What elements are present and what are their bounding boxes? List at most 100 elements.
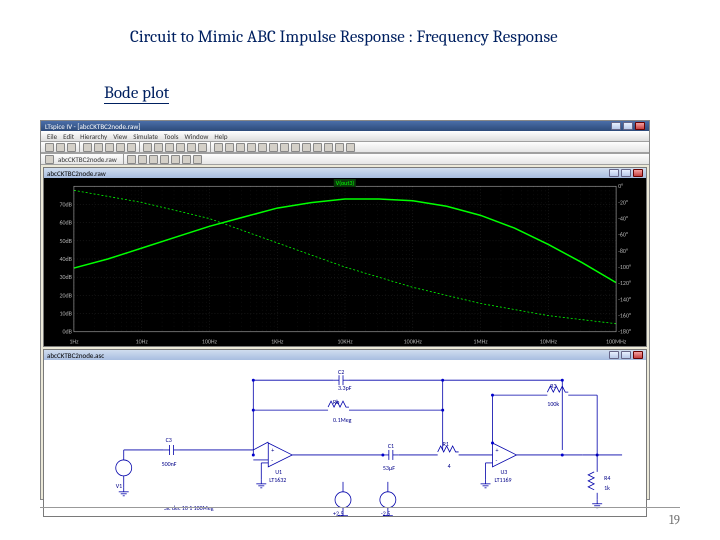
svg-text:0.1Meg: 0.1Meg [333, 416, 352, 424]
toolbar-separator [123, 154, 124, 164]
minimize-icon[interactable] [609, 169, 619, 177]
schematic-canvas[interactable]: C23.3pFRb0.1MegV1C3500nF+-U1LT1632C153µF… [44, 360, 646, 516]
toolbar-icon[interactable] [45, 143, 54, 152]
toolbar-separator [79, 142, 80, 152]
toolbar-icon[interactable] [291, 143, 300, 152]
schematic-title-text: abcCKTBC2node.asc [47, 351, 104, 360]
toolbar-icon[interactable] [105, 143, 114, 152]
toolbar-icon[interactable] [258, 143, 267, 152]
schematic-svg: C23.3pFRb0.1MegV1C3500nF+-U1LT1632C153µF… [44, 360, 646, 516]
close-icon[interactable] [633, 169, 643, 177]
menu-simulate[interactable]: Simulate [133, 132, 158, 141]
svg-text:-140°: -140° [618, 295, 631, 303]
plot-titlebar[interactable]: abcCKTBC2node.raw [44, 168, 646, 178]
menu-edit[interactable]: Edit [63, 132, 74, 141]
slide-title: Circuit to Mimic ABC Impulse Response : … [130, 28, 558, 47]
toolbar-icon[interactable] [280, 143, 289, 152]
toolbar-icon[interactable] [236, 143, 245, 152]
toolbar-icon[interactable] [225, 143, 234, 152]
toolbar-icon[interactable] [198, 143, 207, 152]
svg-text:1KHz: 1KHz [271, 338, 284, 346]
svg-text:-: - [496, 456, 498, 464]
svg-text:4: 4 [448, 462, 451, 470]
minimize-icon[interactable] [611, 122, 621, 130]
svg-text:U1: U1 [275, 468, 282, 476]
toolbar-icon[interactable] [127, 155, 136, 164]
toolbar-icon[interactable] [313, 143, 322, 152]
toolbar-icon[interactable] [193, 155, 202, 164]
plot-window-buttons [609, 169, 643, 177]
svg-text:100Hz: 100Hz [202, 338, 218, 346]
svg-text:53µF: 53µF [383, 464, 395, 472]
svg-text:-80°: -80° [618, 247, 628, 255]
close-icon[interactable] [633, 351, 643, 359]
svg-text:U3: U3 [500, 468, 507, 476]
svg-text:C3: C3 [166, 436, 172, 444]
bode-plot[interactable]: V(out3) 1Hz10Hz100Hz1KHz10KHz100KHz1MHz1… [44, 178, 646, 346]
minimize-icon[interactable] [609, 351, 619, 359]
toolbar-icon[interactable] [324, 143, 333, 152]
svg-text:10Hz: 10Hz [136, 338, 149, 346]
toolbar-icon[interactable] [176, 143, 185, 152]
svg-text:R1: R1 [443, 440, 449, 448]
app-titlebar[interactable]: LTspice IV - [abcCKTBC2node.raw] [41, 121, 649, 131]
toolbar-icon[interactable] [335, 143, 344, 152]
menu-hierarchy[interactable]: Hierarchy [80, 132, 107, 141]
schematic-subwindow: abcCKTBC2node.asc C23.3pFRb0.1MegV1C3500… [43, 349, 647, 517]
toolbar-icon[interactable] [187, 143, 196, 152]
menu-tools[interactable]: Tools [164, 132, 179, 141]
svg-text:10KHz: 10KHz [337, 338, 353, 346]
toolbar-icon[interactable] [67, 143, 76, 152]
svg-text:-: - [271, 456, 273, 464]
toolbar-icon[interactable] [45, 155, 54, 164]
menu-window[interactable]: Window [185, 132, 209, 141]
svg-text:-20°: -20° [618, 198, 628, 206]
app-title-text: LTspice IV - [abcCKTBC2node.raw] [45, 122, 140, 131]
toolbar-icon[interactable] [160, 155, 169, 164]
close-icon[interactable] [635, 122, 645, 130]
toolbar-icon[interactable] [346, 143, 355, 152]
toolbar-icon[interactable] [116, 143, 125, 152]
svg-text:1Hz: 1Hz [69, 338, 79, 346]
toolbar-icon[interactable] [56, 143, 65, 152]
app-menubar: Eile Edit Hierarchy View Simulate Tools … [41, 131, 649, 141]
svg-text:500nF: 500nF [162, 460, 177, 468]
toolbar-icon[interactable] [154, 143, 163, 152]
toolbar-icon[interactable] [214, 143, 223, 152]
svg-text:R4: R4 [604, 474, 610, 482]
plot-subwindow: abcCKTBC2node.raw V(out3) 1Hz 10Hz 100Hz 1K… [43, 167, 647, 347]
toolbar-icon[interactable] [302, 143, 311, 152]
toolbar-icon[interactable] [138, 155, 147, 164]
toolbar-doc-label: abcCKTBC2node.raw [58, 155, 117, 164]
maximize-icon[interactable] [621, 351, 631, 359]
svg-text:100MHz: 100MHz [606, 338, 627, 346]
maximize-icon[interactable] [621, 169, 631, 177]
toolbar-icon[interactable] [182, 155, 191, 164]
svg-text:100KHz: 100KHz [404, 338, 423, 346]
svg-text:20dB: 20dB [59, 291, 71, 299]
svg-text:LT1632: LT1632 [269, 476, 286, 484]
svg-text:10MHz: 10MHz [540, 338, 558, 346]
toolbar-icon[interactable] [171, 155, 180, 164]
menu-help[interactable]: Help [214, 132, 227, 141]
toolbar-icon[interactable] [94, 143, 103, 152]
slide-subtitle: Bode plot [104, 84, 169, 104]
toolbar-icon[interactable] [127, 143, 136, 152]
svg-text:V1: V1 [116, 482, 122, 490]
toolbar-icon[interactable] [83, 143, 92, 152]
toolbar-icon[interactable] [143, 143, 152, 152]
menu-file[interactable]: Eile [47, 132, 57, 141]
svg-text:+: + [271, 446, 274, 454]
svg-text:C2: C2 [338, 368, 344, 376]
toolbar-icon[interactable] [165, 143, 174, 152]
svg-text:40dB: 40dB [59, 255, 71, 263]
menu-view[interactable]: View [113, 132, 127, 141]
toolbar-icon[interactable] [247, 143, 256, 152]
toolbar-icon[interactable] [149, 155, 158, 164]
schematic-titlebar[interactable]: abcCKTBC2node.asc [44, 350, 646, 360]
trace-label[interactable]: V(out3) [334, 179, 356, 187]
svg-text:-60°: -60° [618, 231, 628, 239]
page-number: 19 [669, 513, 680, 528]
maximize-icon[interactable] [623, 122, 633, 130]
toolbar-icon[interactable] [269, 143, 278, 152]
